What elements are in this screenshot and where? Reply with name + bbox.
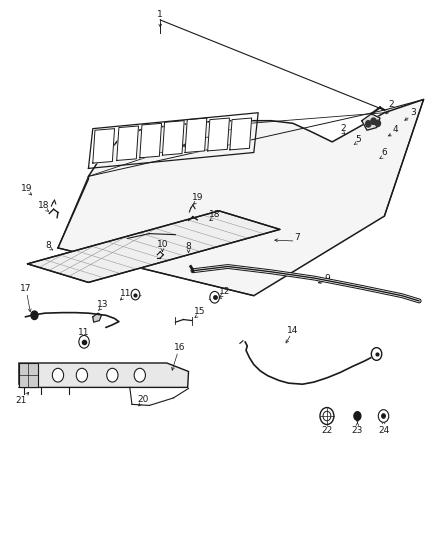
Text: 21: 21 [15, 395, 27, 405]
Circle shape [79, 335, 89, 348]
Text: 22: 22 [321, 426, 332, 435]
Polygon shape [162, 120, 184, 155]
Text: 2: 2 [340, 124, 346, 133]
Circle shape [107, 368, 118, 382]
Text: 18: 18 [209, 210, 220, 219]
Polygon shape [28, 211, 280, 282]
Text: 23: 23 [352, 426, 363, 435]
Polygon shape [19, 363, 188, 387]
Circle shape [366, 120, 371, 127]
Polygon shape [230, 118, 252, 150]
Text: 11: 11 [120, 288, 131, 297]
Text: 1: 1 [157, 10, 163, 19]
Polygon shape [93, 128, 115, 163]
Text: 24: 24 [378, 426, 389, 435]
Text: 12: 12 [219, 287, 230, 296]
Polygon shape [117, 126, 138, 160]
Text: 20: 20 [137, 394, 148, 403]
Circle shape [131, 289, 140, 300]
Text: 14: 14 [287, 326, 299, 335]
Circle shape [320, 408, 334, 424]
Text: 5: 5 [355, 135, 361, 144]
Circle shape [323, 411, 331, 421]
Text: 16: 16 [174, 343, 186, 352]
Circle shape [210, 292, 219, 303]
Text: 17: 17 [20, 284, 31, 293]
Text: 11: 11 [78, 328, 90, 337]
Text: 6: 6 [381, 148, 387, 157]
Polygon shape [58, 100, 424, 296]
Polygon shape [185, 118, 207, 152]
Circle shape [378, 410, 389, 422]
Text: 8: 8 [46, 241, 51, 250]
Text: 2: 2 [388, 100, 394, 109]
Text: 19: 19 [21, 183, 32, 192]
Text: 18: 18 [38, 201, 50, 210]
Circle shape [52, 368, 64, 382]
Circle shape [375, 120, 381, 126]
Circle shape [31, 311, 38, 319]
Text: 15: 15 [194, 307, 205, 316]
Text: 10: 10 [157, 240, 168, 249]
Circle shape [354, 412, 361, 420]
Text: 19: 19 [192, 193, 204, 202]
Text: 4: 4 [392, 125, 398, 134]
Text: 8: 8 [186, 242, 191, 251]
Circle shape [382, 414, 385, 418]
Circle shape [371, 348, 382, 360]
Text: 9: 9 [324, 273, 330, 282]
Text: 3: 3 [410, 108, 416, 117]
Text: 7: 7 [294, 233, 300, 242]
Circle shape [134, 368, 145, 382]
Polygon shape [140, 123, 162, 158]
Polygon shape [208, 118, 230, 151]
Circle shape [76, 368, 88, 382]
Circle shape [371, 118, 376, 124]
Text: 13: 13 [97, 300, 108, 309]
Polygon shape [362, 114, 380, 130]
Polygon shape [93, 313, 102, 322]
Polygon shape [19, 363, 39, 387]
